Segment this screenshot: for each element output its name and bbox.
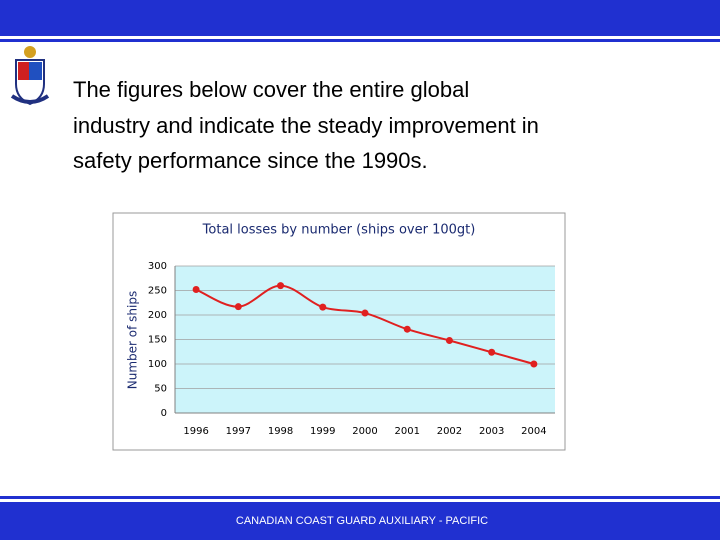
data-point [445,336,453,344]
body-line: The figures below cover the entire globa… [73,77,469,102]
data-point [530,360,538,368]
x-tick-label: 2004 [521,426,546,437]
data-point [361,309,369,317]
top-rule [0,39,720,42]
data-point [403,325,411,333]
x-tick-label: 2002 [437,426,462,437]
x-tick-label: 2001 [394,426,419,437]
y-tick-label: 0 [161,408,167,419]
bottom-bar [0,502,720,540]
chart: Total losses by number (ships over 100gt… [112,212,566,451]
bottom-rule [0,496,720,499]
y-tick-label: 50 [154,384,167,395]
logo [10,46,50,106]
top-bar [0,0,720,36]
x-tick-label: 1999 [310,426,335,437]
y-tick-label: 200 [148,310,167,321]
y-axis-label: Number of ships [126,291,140,389]
x-tick-label: 1998 [268,426,293,437]
data-point [192,286,200,294]
x-tick-label: 2000 [352,426,377,437]
data-point [277,282,285,290]
footer: CANADIAN COAST GUARD AUXILIARY - PACIFIC [236,515,488,527]
body-line: industry and indicate the steady improve… [73,113,539,138]
data-point [319,303,327,311]
body-line: safety performance since the 1990s. [73,148,428,173]
y-tick-label: 150 [148,335,167,346]
y-tick-label: 100 [148,359,167,370]
y-tick-label: 250 [148,286,167,297]
y-tick-label: 300 [148,261,167,272]
chart-title: Total losses by number (ships over 100gt… [202,223,476,238]
data-point [234,303,242,311]
x-tick-label: 2003 [479,426,504,437]
x-tick-label: 1997 [226,426,251,437]
x-tick-label: 1996 [183,426,208,437]
data-point [488,348,496,356]
